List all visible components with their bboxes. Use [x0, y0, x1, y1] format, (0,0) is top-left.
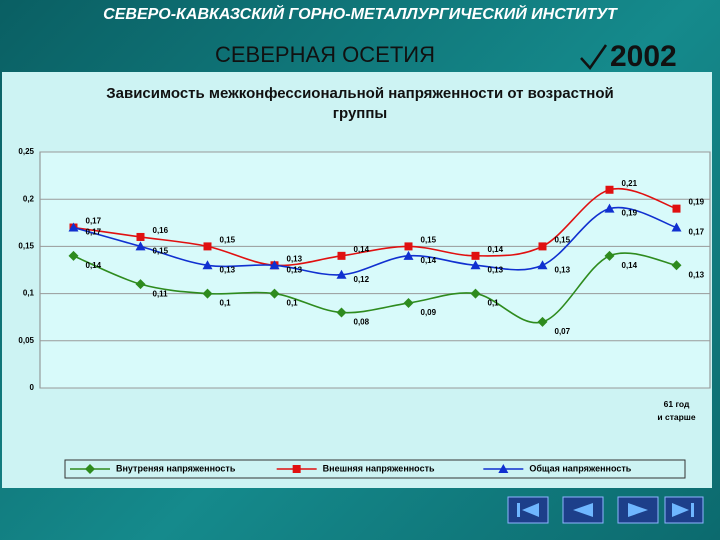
data-point [403, 298, 414, 309]
y-tick-label: 0 [30, 383, 35, 392]
data-point [537, 316, 548, 327]
data-point [202, 288, 213, 299]
series-line [73, 252, 677, 324]
nav-buttons [507, 496, 704, 524]
y-tick-label: 0,2 [23, 194, 35, 203]
data-label: 0,17 [86, 217, 102, 226]
data-label: 0,08 [354, 318, 370, 327]
data-point [538, 242, 547, 251]
data-point [470, 260, 481, 270]
data-label: 0,15 [153, 247, 169, 256]
data-label: 0,1 [287, 299, 299, 308]
data-label: 0,1 [488, 299, 500, 308]
legend-label: Общая напряженность [529, 463, 631, 473]
data-label: 0,09 [421, 308, 437, 317]
legend-box [64, 459, 686, 479]
series-line [73, 187, 677, 267]
region: СЕВЕРНАЯ ОСЕТИЯ [215, 42, 435, 67]
data-label: 0,13 [220, 265, 236, 274]
legend-marker [498, 464, 509, 473]
data-point [671, 222, 682, 232]
data-label: 0,15 [555, 236, 571, 245]
data-point [336, 307, 347, 318]
data-label: 0,14 [622, 261, 638, 270]
data-label: 0,15 [220, 236, 236, 245]
data-label: 0,1 [220, 299, 232, 308]
y-tick-label: 0,05 [18, 336, 34, 345]
data-point [203, 242, 212, 251]
y-tick-label: 0,25 [18, 147, 34, 156]
legend-marker [292, 465, 301, 473]
data-point [269, 260, 280, 270]
data-point [136, 232, 145, 241]
data-label: 0,19 [622, 209, 638, 218]
data-label: 0,07 [555, 327, 571, 336]
data-point [135, 279, 146, 290]
data-point [269, 288, 280, 299]
institute: СЕВЕРО-КАВКАЗСКИЙ ГОРНО-МЕТАЛЛУРГИЧЕСКИЙ… [103, 6, 617, 23]
data-point [671, 260, 682, 271]
y-tick-label: 0,1 [23, 289, 35, 298]
data-point [202, 260, 213, 270]
data-point [68, 250, 79, 261]
data-label: 0,14 [421, 256, 437, 265]
data-label: 0,17 [689, 228, 705, 237]
x-tick-label: 61 год и старше [657, 399, 695, 422]
data-label: 0,14 [488, 245, 504, 254]
data-label: 0,13 [287, 254, 303, 263]
check-icon [580, 44, 608, 71]
next-button[interactable] [617, 496, 659, 524]
legend-marker [85, 464, 95, 474]
data-label: 0,19 [689, 198, 705, 207]
data-label: 0,16 [153, 226, 169, 235]
data-point [604, 250, 615, 261]
data-label: 0,13 [488, 265, 504, 274]
data-label: 0,11 [153, 289, 169, 298]
data-label: 0,14 [86, 261, 102, 270]
data-point [404, 242, 413, 251]
data-point [471, 251, 480, 260]
data-point [672, 204, 681, 213]
data-point [337, 251, 346, 260]
prev-button[interactable] [562, 496, 604, 524]
chart-title: Зависимость межконфессиональной напряжен… [106, 85, 614, 122]
data-point [537, 260, 548, 270]
data-label: 0,13 [689, 270, 705, 279]
data-point [604, 203, 615, 213]
plot-area [39, 151, 711, 389]
data-label: 0,21 [622, 179, 638, 188]
data-label: 0,17 [86, 228, 102, 237]
data-label: 0,13 [287, 265, 303, 274]
last-button[interactable] [664, 496, 704, 524]
data-point [336, 269, 347, 279]
data-label: 0,14 [354, 245, 370, 254]
y-tick-label: 0,15 [18, 242, 34, 251]
legend-label: Внешняя напряженность [323, 463, 435, 473]
data-point [403, 250, 414, 260]
first-button[interactable] [507, 496, 549, 524]
data-label: 0,13 [555, 265, 571, 274]
data-label: 0,12 [354, 275, 370, 284]
year: 2002 [610, 40, 677, 73]
series-line [73, 206, 677, 276]
data-point [68, 222, 79, 232]
data-label: 0,15 [421, 236, 437, 245]
legend-label: Внутреняя напряженность [116, 463, 236, 473]
data-point [135, 241, 146, 251]
data-point [470, 288, 481, 299]
data-point [605, 185, 614, 194]
